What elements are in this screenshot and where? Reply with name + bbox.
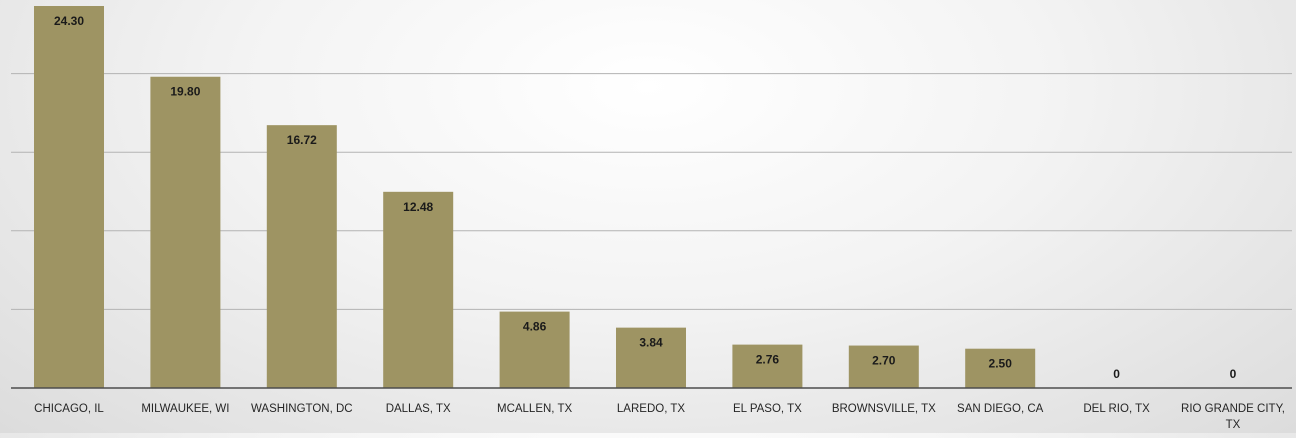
bars xyxy=(34,6,1036,389)
bar xyxy=(34,6,104,389)
data-label: 4.86 xyxy=(523,320,547,334)
category-label: SAN DIEGO, CA xyxy=(957,403,1044,415)
gridlines xyxy=(11,73,1292,310)
data-label: 2.70 xyxy=(872,354,896,368)
bar xyxy=(150,76,221,388)
category-labels: CHICAGO, IL MILWAUKEE, WI WASHINGTON, DC DA… xyxy=(34,403,1285,431)
bar xyxy=(616,327,686,388)
data-label: 0 xyxy=(1113,367,1120,381)
bar xyxy=(848,345,919,388)
bar xyxy=(965,348,1036,388)
bar xyxy=(732,344,803,388)
bar xyxy=(499,311,570,388)
data-label: 16.72 xyxy=(287,133,317,147)
category-label: MILWAUKEE, WI xyxy=(141,403,229,415)
category-label: CHICAGO, IL xyxy=(34,403,104,415)
data-label: 24.30 xyxy=(54,14,84,28)
category-label: WASHINGTON, DC xyxy=(251,403,353,415)
bar xyxy=(266,125,337,389)
category-label: MCALLEN, TX xyxy=(497,403,573,415)
bar xyxy=(383,191,454,388)
category-label: BROWNSVILLE, TX xyxy=(832,403,936,415)
data-labels: 24.30 19.80 16.72 12.48 4.86 3.84 2.76 2.70 2.50… xyxy=(54,14,1237,381)
data-label: 19.80 xyxy=(170,85,200,99)
data-label: 0 xyxy=(1230,367,1237,381)
category-label: DEL RIO, TX xyxy=(1083,403,1150,415)
data-label: 3.84 xyxy=(639,336,663,350)
category-label: RIO GRANDE CITY, TX xyxy=(1181,403,1285,431)
data-label: 12.48 xyxy=(403,200,433,214)
data-label: 2.76 xyxy=(756,353,780,367)
category-label: EL PASO, TX xyxy=(733,403,802,415)
category-label: LAREDO, TX xyxy=(617,403,685,415)
category-label: DALLAS, TX xyxy=(386,403,451,415)
data-label: 2.50 xyxy=(989,357,1013,371)
